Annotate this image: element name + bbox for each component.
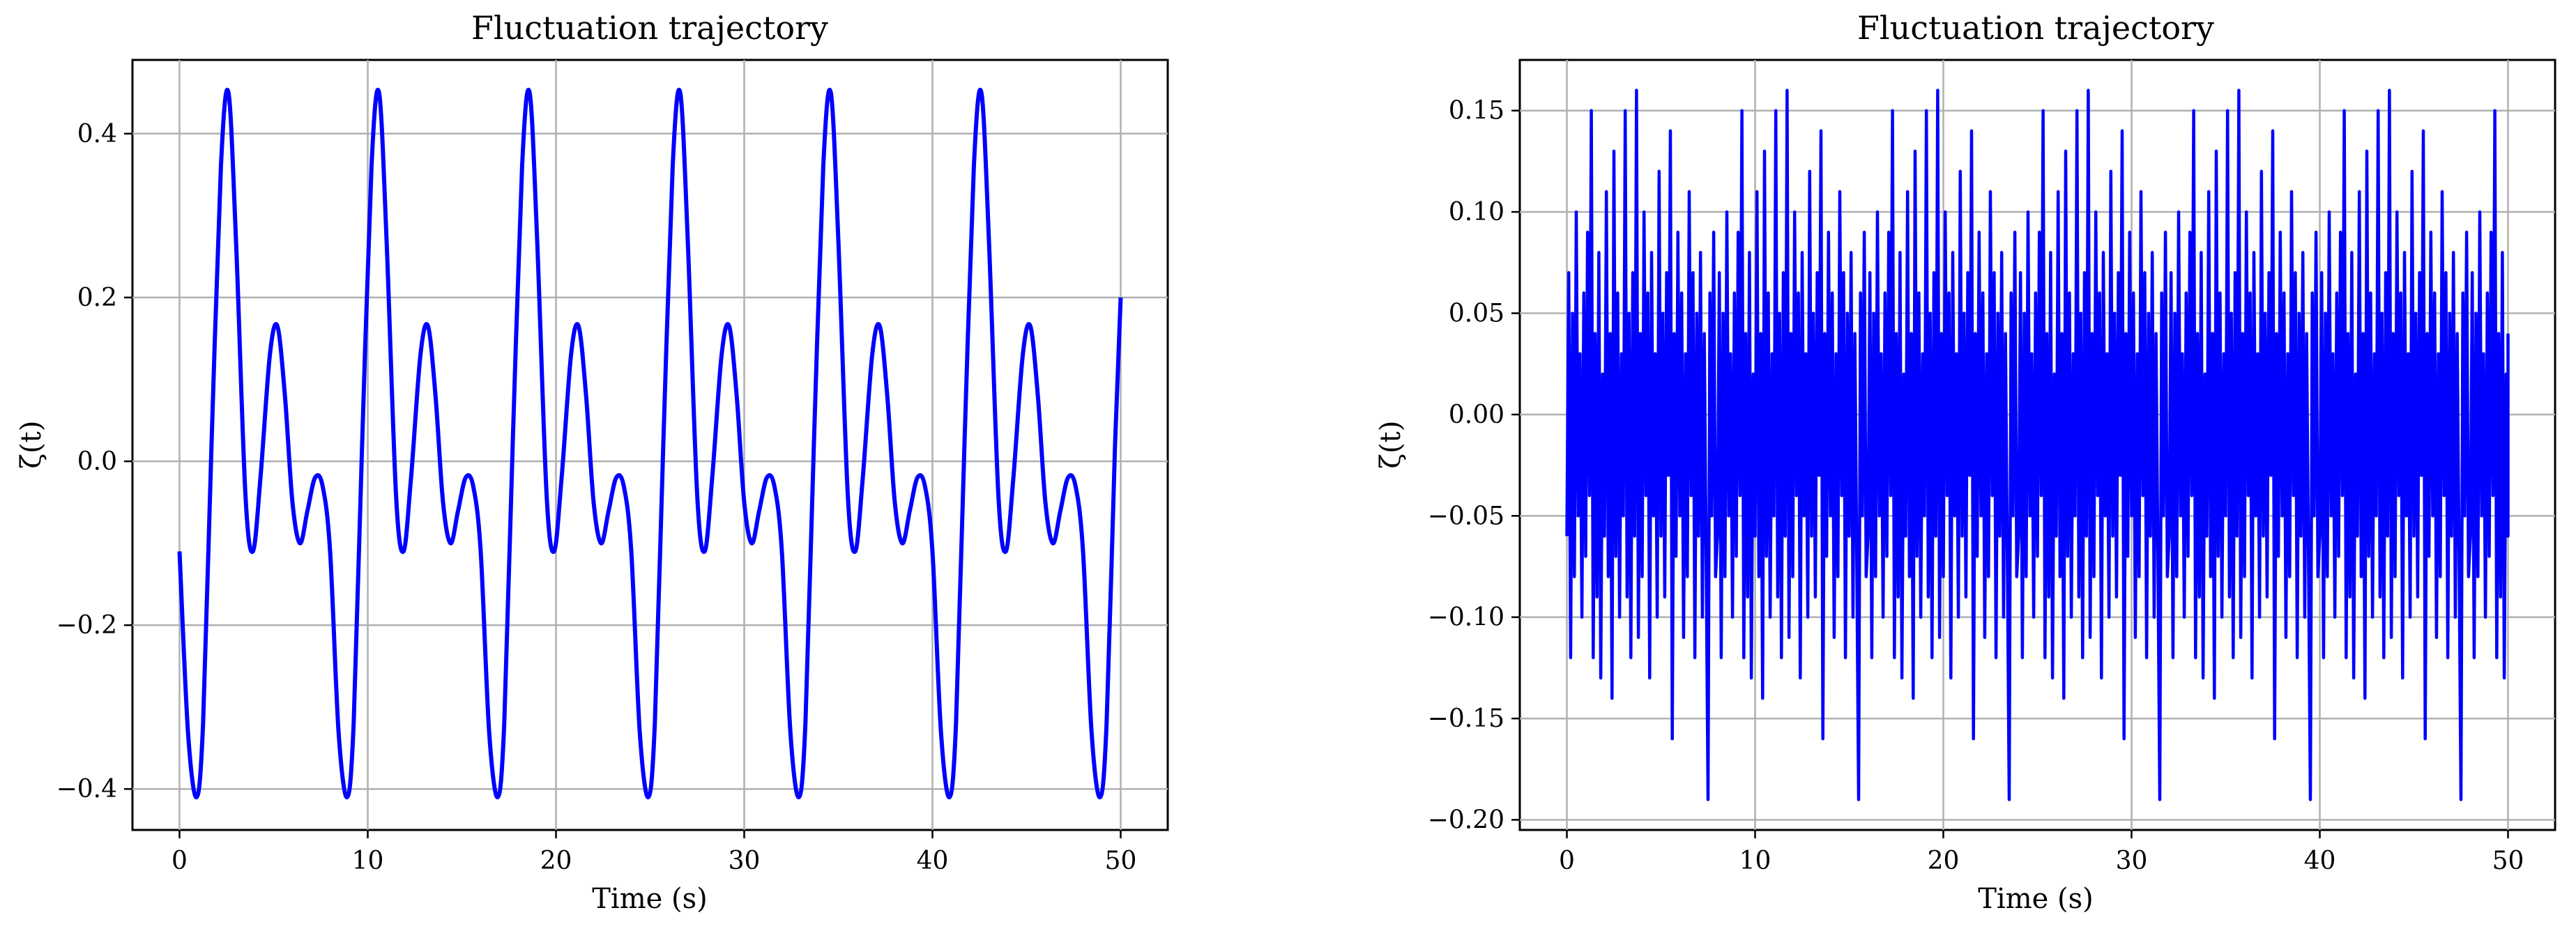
x-tick-label: 50 [1105,847,1137,875]
x-tick-label: 50 [2492,847,2524,875]
y-tick-label: −0.05 [1428,502,1504,530]
left-chart-panel: Fluctuation trajectory 0 10 20 30 40 50 −0.4 −0… [15,9,1169,915]
right-chart-panel: Fluctuation trajectory 0 10 20 30 40 50 −0.20 −… [1375,9,2556,915]
y-tick-label: 0.15 [1449,97,1504,125]
series-line [1565,89,2510,801]
y-axis-label: ζ(t) [1375,421,1407,469]
y-tick-label: −0.2 [56,611,117,640]
y-tick-label: 0.4 [77,120,117,148]
y-tick-label: 0.2 [77,284,117,312]
y-tick-label: 0.05 [1449,299,1504,328]
chart-title: Fluctuation trajectory [471,9,828,47]
x-axis-label: Time (s) [1978,883,2094,915]
x-tick-label: 40 [2304,847,2336,875]
x-tick-label: 40 [917,847,949,875]
axis-ticks: 0 10 20 30 40 50 −0.4 −0.2 0.0 0.2 0.4 [56,120,1137,875]
x-tick-label: 0 [172,847,188,875]
plot-frame [131,59,1169,831]
y-axis-label: ζ(t) [15,421,47,469]
y-tick-label: 0.0 [77,447,117,476]
x-tick-label: 20 [540,847,572,875]
x-tick-label: 10 [352,847,384,875]
y-tick-label: −0.15 [1428,705,1504,733]
axis-ticks: 0 10 20 30 40 50 −0.20 −0.15 −0.10 −0.05 0.00 0.05 0… [1428,97,2524,875]
y-tick-label: −0.20 [1428,806,1504,834]
x-tick-label: 10 [1739,847,1771,875]
x-axis-label: Time (s) [592,883,708,915]
y-tick-label: 0.10 [1449,198,1504,226]
x-tick-label: 30 [729,847,761,875]
series-line [177,87,1123,800]
y-tick-label: −0.10 [1428,603,1504,632]
series-group [1565,89,2510,801]
chart-title: Fluctuation trajectory [1857,9,2214,47]
x-tick-label: 0 [1559,847,1575,875]
series-group [177,87,1123,800]
plot-frame [1518,59,2556,831]
x-tick-label: 30 [2116,847,2148,875]
y-tick-label: 0.00 [1449,401,1504,429]
x-tick-label: 20 [1928,847,1960,875]
y-tick-label: −0.4 [56,775,117,803]
